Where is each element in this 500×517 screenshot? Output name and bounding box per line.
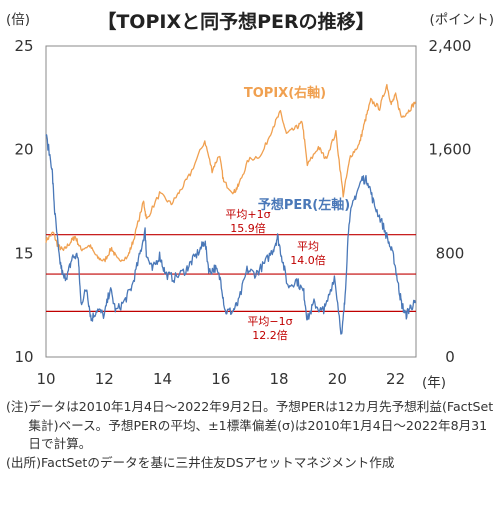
note-row: (注) データは2010年1月4日〜2022年9月2日。予想PERは12カ月先予… [6, 398, 496, 454]
right-axis-ticks: 0 800 1,600 2,400 [429, 37, 472, 366]
source-row: (出所) FactSetのデータを基に三井住友DSアセットマネジメント作成 [6, 454, 496, 473]
source-text: FactSetのデータを基に三井住友DSアセットマネジメント作成 [41, 454, 395, 470]
x-tick-label: 12 [95, 370, 114, 388]
reference-line-value: 15.9倍 [230, 221, 266, 235]
right-tick-label: 0 [445, 348, 455, 366]
reference-line-name: 平均 [297, 240, 319, 253]
source-label: (出所) [6, 454, 42, 470]
chart-title: 【TOPIXと同予想PERの推移】 [97, 10, 374, 33]
reference-line-value: 12.2倍 [252, 328, 288, 342]
x-tick-label: 20 [328, 370, 347, 388]
right-tick-label: 1,600 [429, 141, 472, 159]
plot-frame [45, 45, 417, 358]
labels-layer: TOPIX(右軸) 予想PER(左軸)平均+1σ15.9倍平均14.0倍平均−1σ… [225, 85, 350, 342]
x-tick-label: 16 [211, 370, 230, 388]
left-tick-label: 10 [14, 348, 33, 366]
chart-notes: (注) データは2010年1月4日〜2022年9月2日。予想PERは12カ月先予… [6, 398, 496, 472]
series-layer [45, 83, 417, 335]
per-series-axis-label: 予想PER(左軸) [258, 197, 350, 213]
topix-series-label: TOPIX(右軸) [244, 85, 326, 101]
left-axis-unit: (倍) [6, 12, 30, 28]
right-axis-unit: (ポイント) [429, 12, 494, 28]
per-series-line [45, 134, 417, 335]
x-tick-label: 10 [36, 370, 55, 388]
right-tick-label: 800 [436, 244, 465, 262]
reference-line-name: 平均+1σ [225, 208, 270, 221]
reference-line-value: 14.0倍 [290, 253, 326, 267]
left-axis-ticks: 10 15 20 25 [14, 37, 33, 366]
x-tick-label: 18 [270, 370, 289, 388]
topix-series-line [45, 83, 417, 263]
right-tick-label: 2,400 [429, 37, 472, 55]
note-label: (注) [6, 399, 29, 414]
x-axis-unit: (年) [422, 375, 446, 391]
x-axis-ticks: 10 12 14 16 18 20 22 [36, 370, 405, 388]
left-tick-label: 15 [14, 244, 33, 262]
reference-lines [46, 234, 416, 312]
note-text: データは2010年1月4日〜2022年9月2日。予想PERは12カ月先予想利益(… [28, 399, 494, 452]
chart-canvas: 【TOPIXと同予想PERの推移】 (倍) (ポイント) (年) TOPIX(右… [6, 10, 494, 391]
x-tick-label: 14 [153, 370, 172, 388]
left-tick-label: 25 [14, 37, 33, 55]
x-tick-label: 22 [386, 370, 405, 388]
reference-line-name: 平均−1σ [247, 315, 292, 328]
left-tick-label: 20 [14, 141, 33, 159]
